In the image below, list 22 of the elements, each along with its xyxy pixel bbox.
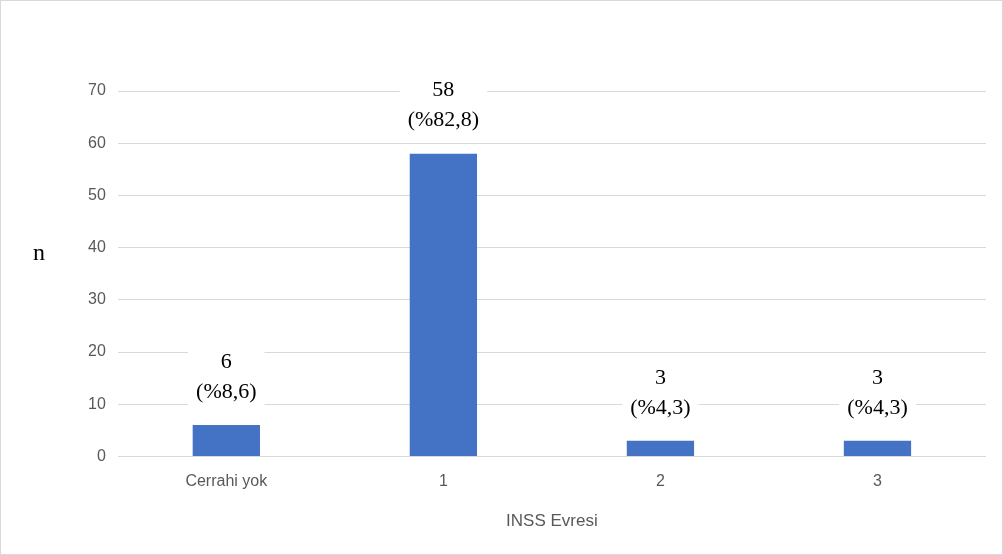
y-tick-label: 20 [88,342,106,360]
x-tick-label: Cerrahi yok [185,472,269,490]
y-tick-label: 0 [96,446,106,464]
data-label: 6 (%8,6) [196,347,257,403]
y-tick-label: 60 [88,133,106,151]
y-tick-label: 70 [88,81,106,99]
data-label: 3 (%4,3) [847,363,908,419]
bar [843,440,912,456]
bar [626,440,695,456]
x-tick-label: 2 [655,472,665,490]
y-tick-label: 40 [88,238,106,256]
data-label: 3 (%4,3) [630,363,691,419]
data-label: 58 (%82,8) [407,76,480,132]
x-axis-title: INSS Evresi [506,511,598,531]
y-axis-title: n [33,239,45,265]
y-tick-label: 50 [88,185,106,203]
bar [192,425,260,456]
y-tick-label: 30 [88,290,106,308]
y-tick-label: 10 [88,394,106,412]
bar [409,153,478,456]
x-tick-label: 3 [873,472,883,490]
x-tick-label: 1 [438,472,448,490]
